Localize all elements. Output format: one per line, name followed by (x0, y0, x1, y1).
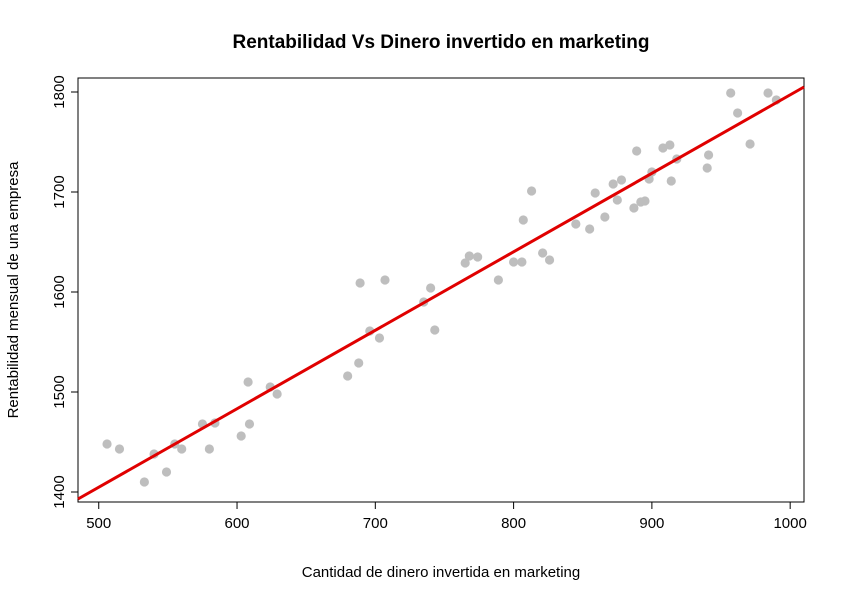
data-point (177, 444, 187, 454)
y-axis-label: Rentabilidad mensual de una empresa (5, 161, 22, 418)
data-point (374, 333, 385, 343)
data-point (608, 179, 618, 189)
y-axis: 1400 1500 1600 1700 1800 (51, 75, 78, 509)
data-point (600, 212, 610, 222)
data-point (102, 439, 112, 449)
data-point (380, 275, 390, 285)
data-point (236, 431, 246, 441)
x-axis-label: Cantidad de dinero invertida en marketin… (302, 564, 581, 581)
data-point (114, 444, 125, 454)
x-tick-label: 600 (225, 515, 250, 532)
data-point (585, 224, 595, 234)
data-point (244, 419, 255, 429)
data-point (355, 278, 365, 288)
data-point (544, 255, 555, 265)
data-point (508, 257, 519, 267)
y-tick-label: 1600 (51, 275, 68, 308)
data-point (590, 188, 600, 198)
data-point (493, 275, 503, 285)
data-point (464, 251, 474, 261)
data-point (272, 389, 282, 399)
regression-line (77, 85, 805, 501)
data-point (526, 186, 537, 196)
data-point (139, 477, 149, 487)
data-point (763, 88, 773, 98)
data-point (538, 248, 548, 258)
data-point (460, 258, 470, 268)
data-point (666, 176, 676, 186)
data-points (102, 88, 781, 487)
data-point (629, 203, 639, 213)
data-point (473, 252, 483, 262)
data-point (658, 143, 668, 153)
data-point (616, 175, 627, 185)
y-tick-label: 1400 (51, 475, 68, 508)
data-point (430, 325, 440, 335)
data-point (426, 283, 436, 293)
data-point (571, 219, 581, 229)
data-point (640, 196, 650, 206)
x-tick-label: 500 (86, 515, 111, 532)
data-point (517, 257, 527, 267)
data-point (702, 163, 712, 173)
data-point (518, 215, 528, 225)
x-axis: 500 600 700 800 900 1000 (86, 502, 807, 532)
data-point (665, 140, 675, 150)
data-point (204, 444, 214, 454)
chart-title: Rentabilidad Vs Dinero invertido en mark… (232, 32, 649, 53)
data-point (354, 358, 364, 368)
data-point (745, 139, 755, 149)
data-point (733, 108, 743, 118)
x-tick-label: 800 (501, 515, 526, 532)
data-point (703, 150, 714, 160)
data-point (343, 371, 353, 381)
data-point (612, 195, 622, 205)
plot-frame (77, 77, 805, 503)
y-tick-label: 1700 (51, 175, 68, 208)
data-point (161, 467, 172, 477)
x-tick-label: 900 (639, 515, 664, 532)
data-point (726, 88, 736, 98)
x-tick-label: 700 (363, 515, 388, 532)
data-point (243, 377, 253, 387)
x-tick-label: 1000 (773, 515, 806, 532)
y-tick-label: 1500 (51, 375, 68, 408)
y-tick-label: 1800 (51, 75, 68, 108)
data-point (632, 146, 642, 156)
